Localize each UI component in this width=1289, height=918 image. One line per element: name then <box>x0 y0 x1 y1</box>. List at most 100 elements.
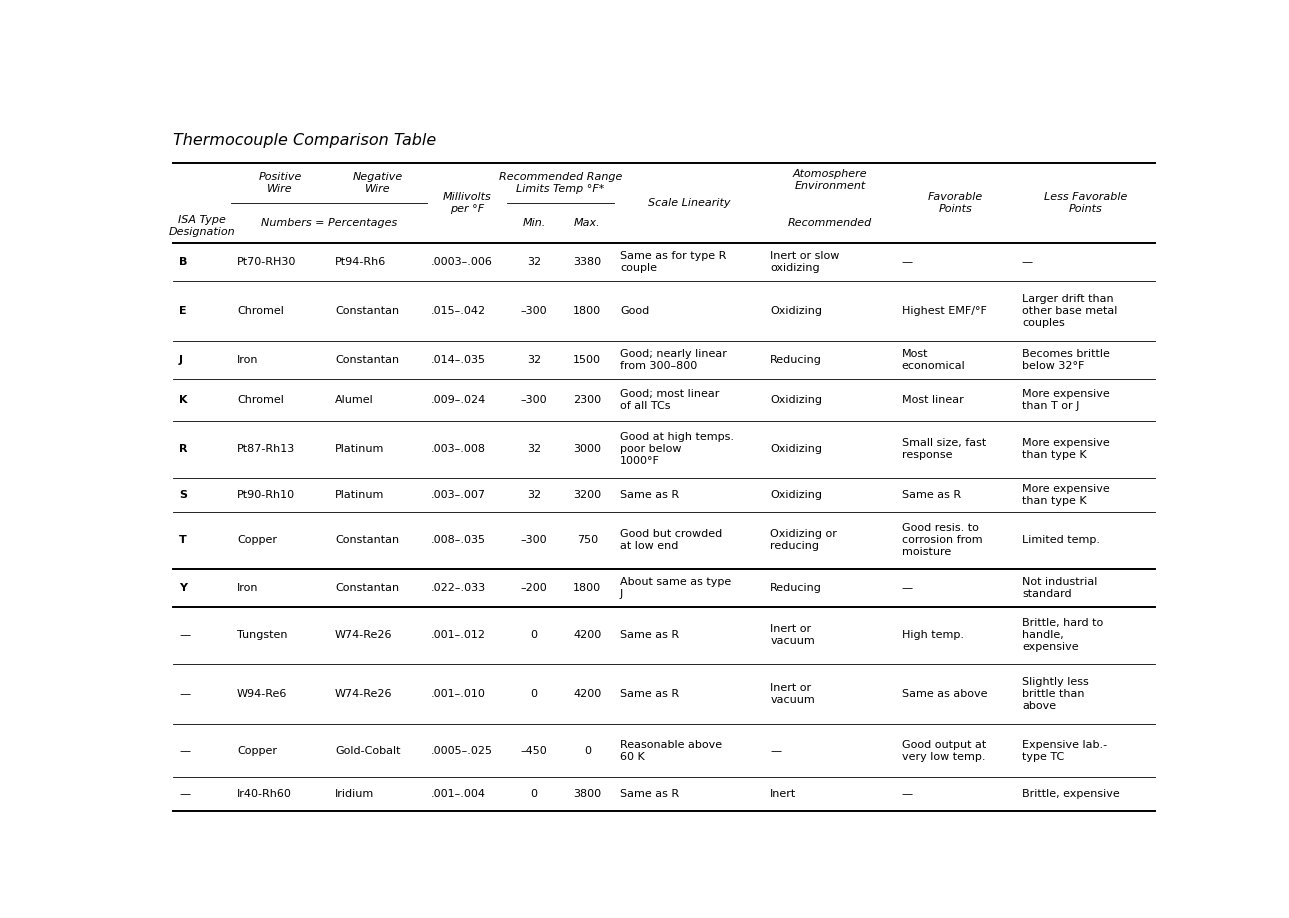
Text: 32: 32 <box>527 490 541 499</box>
Text: —: — <box>902 257 913 267</box>
Text: 750: 750 <box>576 535 598 545</box>
Text: Pt94-Rh6: Pt94-Rh6 <box>335 257 387 267</box>
Text: Brittle, expensive: Brittle, expensive <box>1022 789 1120 800</box>
Text: Numbers = Percentages: Numbers = Percentages <box>260 218 397 228</box>
Text: —: — <box>179 688 191 699</box>
Text: Constantan: Constantan <box>335 306 400 316</box>
Text: .003–.008: .003–.008 <box>431 444 486 454</box>
Text: ISA Type
Designation: ISA Type Designation <box>169 215 236 237</box>
Text: Positive
Wire: Positive Wire <box>258 172 302 195</box>
Text: Constantan: Constantan <box>335 583 400 593</box>
Text: Slightly less
brittle than
above: Slightly less brittle than above <box>1022 677 1089 711</box>
Text: Constantan: Constantan <box>335 355 400 365</box>
Text: Becomes brittle
below 32°F: Becomes brittle below 32°F <box>1022 349 1110 371</box>
Text: Iridium: Iridium <box>335 789 374 800</box>
Text: More expensive
than type K: More expensive than type K <box>1022 439 1110 460</box>
Text: .015–.042: .015–.042 <box>431 306 486 316</box>
Text: Platinum: Platinum <box>335 444 384 454</box>
Text: 32: 32 <box>527 355 541 365</box>
Text: .001–.004: .001–.004 <box>431 789 486 800</box>
Text: Iron: Iron <box>237 355 259 365</box>
Text: More expensive
than type K: More expensive than type K <box>1022 484 1110 506</box>
Text: Alumel: Alumel <box>335 395 374 405</box>
Text: 32: 32 <box>527 444 541 454</box>
Text: Reducing: Reducing <box>771 355 822 365</box>
Text: Same as R: Same as R <box>620 688 679 699</box>
Text: Y: Y <box>179 583 187 593</box>
Text: .001–.012: .001–.012 <box>431 630 486 640</box>
Text: Inert or
vacuum: Inert or vacuum <box>771 624 815 646</box>
Text: E: E <box>179 306 187 316</box>
Text: –300: –300 <box>521 306 547 316</box>
Text: 3800: 3800 <box>574 789 602 800</box>
Text: W74-Re26: W74-Re26 <box>335 688 392 699</box>
Text: Tungsten: Tungsten <box>237 630 287 640</box>
Text: Negative
Wire: Negative Wire <box>353 172 403 195</box>
Text: Good output at
very low temp.: Good output at very low temp. <box>902 740 986 762</box>
Text: Brittle, hard to
handle,
expensive: Brittle, hard to handle, expensive <box>1022 618 1103 652</box>
Text: Recommended: Recommended <box>788 218 873 228</box>
Text: Inert: Inert <box>771 789 797 800</box>
Text: Oxidizing: Oxidizing <box>771 306 822 316</box>
Text: K: K <box>179 395 188 405</box>
Text: Pt87-Rh13: Pt87-Rh13 <box>237 444 295 454</box>
Text: 3380: 3380 <box>574 257 602 267</box>
Text: Pt90-Rh10: Pt90-Rh10 <box>237 490 295 499</box>
Text: Gold-Cobalt: Gold-Cobalt <box>335 745 401 756</box>
Text: About same as type
J: About same as type J <box>620 577 731 599</box>
Text: Chromel: Chromel <box>237 395 284 405</box>
Text: High temp.: High temp. <box>902 630 964 640</box>
Text: W74-Re26: W74-Re26 <box>335 630 392 640</box>
Text: Good but crowded
at low end: Good but crowded at low end <box>620 530 722 552</box>
Text: 0: 0 <box>530 688 538 699</box>
Text: Good at high temps.
poor below
1000°F: Good at high temps. poor below 1000°F <box>620 432 733 466</box>
Text: Oxidizing: Oxidizing <box>771 444 822 454</box>
Text: Not industrial
standard: Not industrial standard <box>1022 577 1097 599</box>
Text: Small size, fast
response: Small size, fast response <box>902 439 986 460</box>
Text: 1500: 1500 <box>574 355 601 365</box>
Text: 0: 0 <box>530 789 538 800</box>
Text: —: — <box>179 630 191 640</box>
Text: Scale Linearity: Scale Linearity <box>648 198 731 208</box>
Text: Same as R: Same as R <box>620 630 679 640</box>
Text: Limited temp.: Limited temp. <box>1022 535 1100 545</box>
Text: 4200: 4200 <box>574 688 602 699</box>
Text: Atomosphere
Environment: Atomosphere Environment <box>793 169 867 191</box>
Text: S: S <box>179 490 187 499</box>
Text: .009–.024: .009–.024 <box>431 395 486 405</box>
Text: .008–.035: .008–.035 <box>431 535 486 545</box>
Text: .001–.010: .001–.010 <box>431 688 486 699</box>
Text: Reasonable above
60 K: Reasonable above 60 K <box>620 740 722 762</box>
Text: Recommended Range
Limits Temp °F*: Recommended Range Limits Temp °F* <box>499 172 623 195</box>
Text: Oxidizing or
reducing: Oxidizing or reducing <box>771 530 837 552</box>
Text: .0003–.006: .0003–.006 <box>431 257 492 267</box>
Text: More expensive
than T or J: More expensive than T or J <box>1022 389 1110 411</box>
Text: Less Favorable
Points: Less Favorable Points <box>1044 192 1127 214</box>
Text: Same as R: Same as R <box>902 490 960 499</box>
Text: Same as for type R
couple: Same as for type R couple <box>620 251 727 273</box>
Text: –450: –450 <box>521 745 548 756</box>
Text: Expensive lab.-
type TC: Expensive lab.- type TC <box>1022 740 1107 762</box>
Text: Pt70-RH30: Pt70-RH30 <box>237 257 296 267</box>
Text: Inert or
vacuum: Inert or vacuum <box>771 683 815 705</box>
Text: 1800: 1800 <box>574 583 602 593</box>
Text: –300: –300 <box>521 535 547 545</box>
Text: 32: 32 <box>527 257 541 267</box>
Text: R: R <box>179 444 188 454</box>
Text: Most
economical: Most economical <box>902 349 965 371</box>
Text: Copper: Copper <box>237 535 277 545</box>
Text: T: T <box>179 535 187 545</box>
Text: Min.: Min. <box>522 218 545 228</box>
Text: 2300: 2300 <box>574 395 602 405</box>
Text: Iron: Iron <box>237 583 259 593</box>
Text: 3200: 3200 <box>574 490 602 499</box>
Text: Inert or slow
oxidizing: Inert or slow oxidizing <box>771 251 839 273</box>
Text: Most linear: Most linear <box>902 395 963 405</box>
Text: .003–.007: .003–.007 <box>431 490 486 499</box>
Text: Same as R: Same as R <box>620 490 679 499</box>
Text: Constantan: Constantan <box>335 535 400 545</box>
Text: —: — <box>902 583 913 593</box>
Text: –200: –200 <box>521 583 548 593</box>
Text: 1800: 1800 <box>574 306 602 316</box>
Text: .0005–.025: .0005–.025 <box>431 745 492 756</box>
